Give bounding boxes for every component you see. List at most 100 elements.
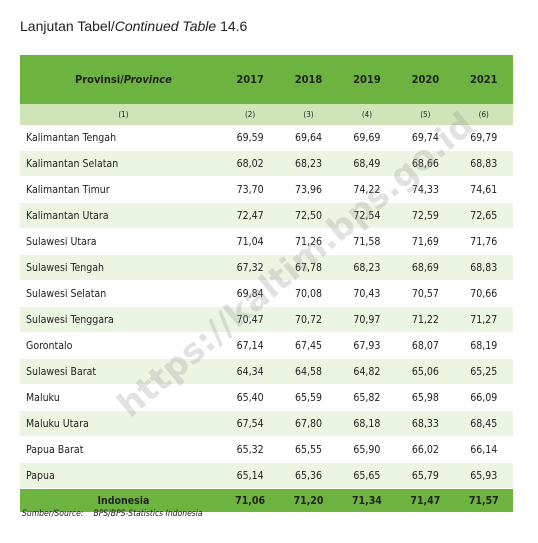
value-cell: 64,82 [337, 358, 397, 385]
column-number: (5) [396, 104, 455, 125]
data-row: Sulawesi Tengah 67,32 67,78 68,23 68,69 68,83 [20, 254, 513, 281]
value-cell: 74,22 [337, 176, 397, 203]
province-cell: Sulawesi Tenggara [20, 306, 221, 333]
value-cell: 65,93 [454, 462, 513, 489]
value-cell: 69,79 [454, 125, 513, 151]
column-number: (2) [220, 104, 280, 125]
data-row: Kalimantan Tengah 69,59 69,64 69,69 69,74 69,… [20, 125, 513, 151]
province-cell: Papua [20, 462, 221, 489]
column-number: (3) [279, 104, 338, 125]
value-cell: 69,69 [337, 125, 397, 151]
value-cell: 69,64 [279, 125, 338, 151]
province-cell: Kalimantan Tengah [20, 125, 221, 151]
value-cell: 71,58 [337, 228, 397, 255]
value-cell: 72,50 [279, 202, 338, 229]
header-cell: 2021 [454, 55, 513, 104]
value-cell: 69,84 [220, 280, 280, 307]
value-cell: 65,79 [396, 462, 455, 489]
value-cell: 68,66 [396, 150, 455, 177]
value-cell: 70,08 [279, 280, 338, 307]
value-cell: 71,22 [396, 306, 455, 333]
value-cell: 65,82 [337, 384, 397, 411]
value-cell: 67,78 [279, 254, 338, 281]
value-cell: 65,65 [337, 462, 397, 489]
total-value: 71,57 [454, 488, 513, 512]
value-cell: 69,59 [220, 125, 280, 151]
value-cell: 68,33 [396, 410, 455, 437]
total-value: 71,47 [396, 488, 455, 512]
title-prefix: Lanjutan Tabel/ [20, 18, 115, 34]
value-cell: 70,97 [337, 306, 397, 333]
title: Lanjutan Tabel/Continued Table 14.6 [20, 18, 247, 34]
value-cell: 67,93 [337, 332, 397, 359]
province-cell: Sulawesi Barat [20, 358, 221, 385]
province-cell: Gorontalo [20, 332, 221, 359]
source-text: BPS/BPS-Statistics Indonesia [93, 509, 203, 519]
province-cell: Sulawesi Selatan [20, 280, 221, 307]
data-row: Maluku Utara 67,54 67,80 68,18 68,33 68,45 [20, 410, 513, 437]
value-cell: 67,45 [279, 332, 338, 359]
data-row: Papua 65,14 65,36 65,65 65,79 65,93 [20, 462, 513, 489]
value-cell: 68,19 [454, 332, 513, 359]
value-cell: 70,47 [220, 306, 280, 333]
value-cell: 68,83 [454, 254, 513, 281]
province-cell: Kalimantan Utara [20, 202, 221, 229]
data-row: Gorontalo 67,14 67,45 67,93 68,07 68,19 [20, 332, 513, 359]
data-row: Sulawesi Selatan 69,84 70,08 70,43 70,57 70,6… [20, 280, 513, 307]
value-cell: 68,07 [396, 332, 455, 359]
value-cell: 72,65 [454, 202, 513, 229]
value-cell: 66,02 [396, 436, 455, 463]
value-cell: 73,70 [220, 176, 280, 203]
data-row: Maluku 65,40 65,59 65,82 65,98 66,09 [20, 384, 513, 411]
value-cell: 70,43 [337, 280, 397, 307]
value-cell: 68,49 [337, 150, 397, 177]
data-row: Sulawesi Barat 64,34 64,58 64,82 65,06 65,25 [20, 358, 513, 385]
column-number: (6) [454, 104, 513, 125]
title-number: 14.6 [220, 18, 248, 34]
header-cell: Provinsi/Province [20, 55, 221, 104]
header-main: Provinsi/ [75, 73, 124, 86]
value-cell: 70,66 [454, 280, 513, 307]
value-cell: 68,23 [279, 150, 338, 177]
value-cell: 71,69 [396, 228, 455, 255]
value-cell: 71,04 [220, 228, 280, 255]
value-cell: 64,34 [220, 358, 280, 385]
value-cell: 67,54 [220, 410, 280, 437]
data-row: Kalimantan Timur 73,70 73,96 74,22 74,33 74,6… [20, 176, 513, 203]
data-row: Sulawesi Tenggara 70,47 70,72 70,97 71,22 71,… [20, 306, 513, 333]
value-cell: 68,23 [337, 254, 397, 281]
source: Sumber/Source: BPS/BPS-Statistics Indones… [22, 509, 203, 519]
total-value: 71,34 [337, 488, 397, 512]
value-cell: 71,27 [454, 306, 513, 333]
header-cell: 2019 [337, 55, 397, 104]
header-cell: 2017 [220, 55, 280, 104]
value-cell: 69,74 [396, 125, 455, 151]
column-number-row: (1) (2) (3) (4) (5) (6) [20, 104, 513, 125]
header-cell: 2018 [279, 55, 338, 104]
column-number: (4) [337, 104, 397, 125]
data-table: Provinsi/Province 2017 2018 2019 2020 2021 (1)… [20, 55, 513, 512]
province-cell: Maluku Utara [20, 410, 221, 437]
province-cell: Kalimantan Selatan [20, 150, 221, 177]
value-cell: 72,54 [337, 202, 397, 229]
province-cell: Sulawesi Tengah [20, 254, 221, 281]
total-value: 71,06 [220, 488, 280, 512]
value-cell: 68,18 [337, 410, 397, 437]
value-cell: 71,26 [279, 228, 338, 255]
value-cell: 65,55 [279, 436, 338, 463]
value-cell: 65,14 [220, 462, 280, 489]
total-row: Indonesia 71,06 71,20 71,34 71,47 71,57 [20, 488, 513, 512]
value-cell: 74,61 [454, 176, 513, 203]
province-cell: Sulawesi Utara [20, 228, 221, 255]
column-number: (1) [20, 104, 221, 125]
data-row: Sulawesi Utara 71,04 71,26 71,58 71,69 71,76 [20, 228, 513, 255]
value-cell: 68,69 [396, 254, 455, 281]
header-row: Provinsi/Province 2017 2018 2019 2020 2021 [20, 55, 513, 104]
title-italic: Continued Table [114, 18, 217, 34]
value-cell: 73,96 [279, 176, 338, 203]
value-cell: 74,33 [396, 176, 455, 203]
value-cell: 66,09 [454, 384, 513, 411]
province-cell: Maluku [20, 384, 221, 411]
value-cell: 64,58 [279, 358, 338, 385]
